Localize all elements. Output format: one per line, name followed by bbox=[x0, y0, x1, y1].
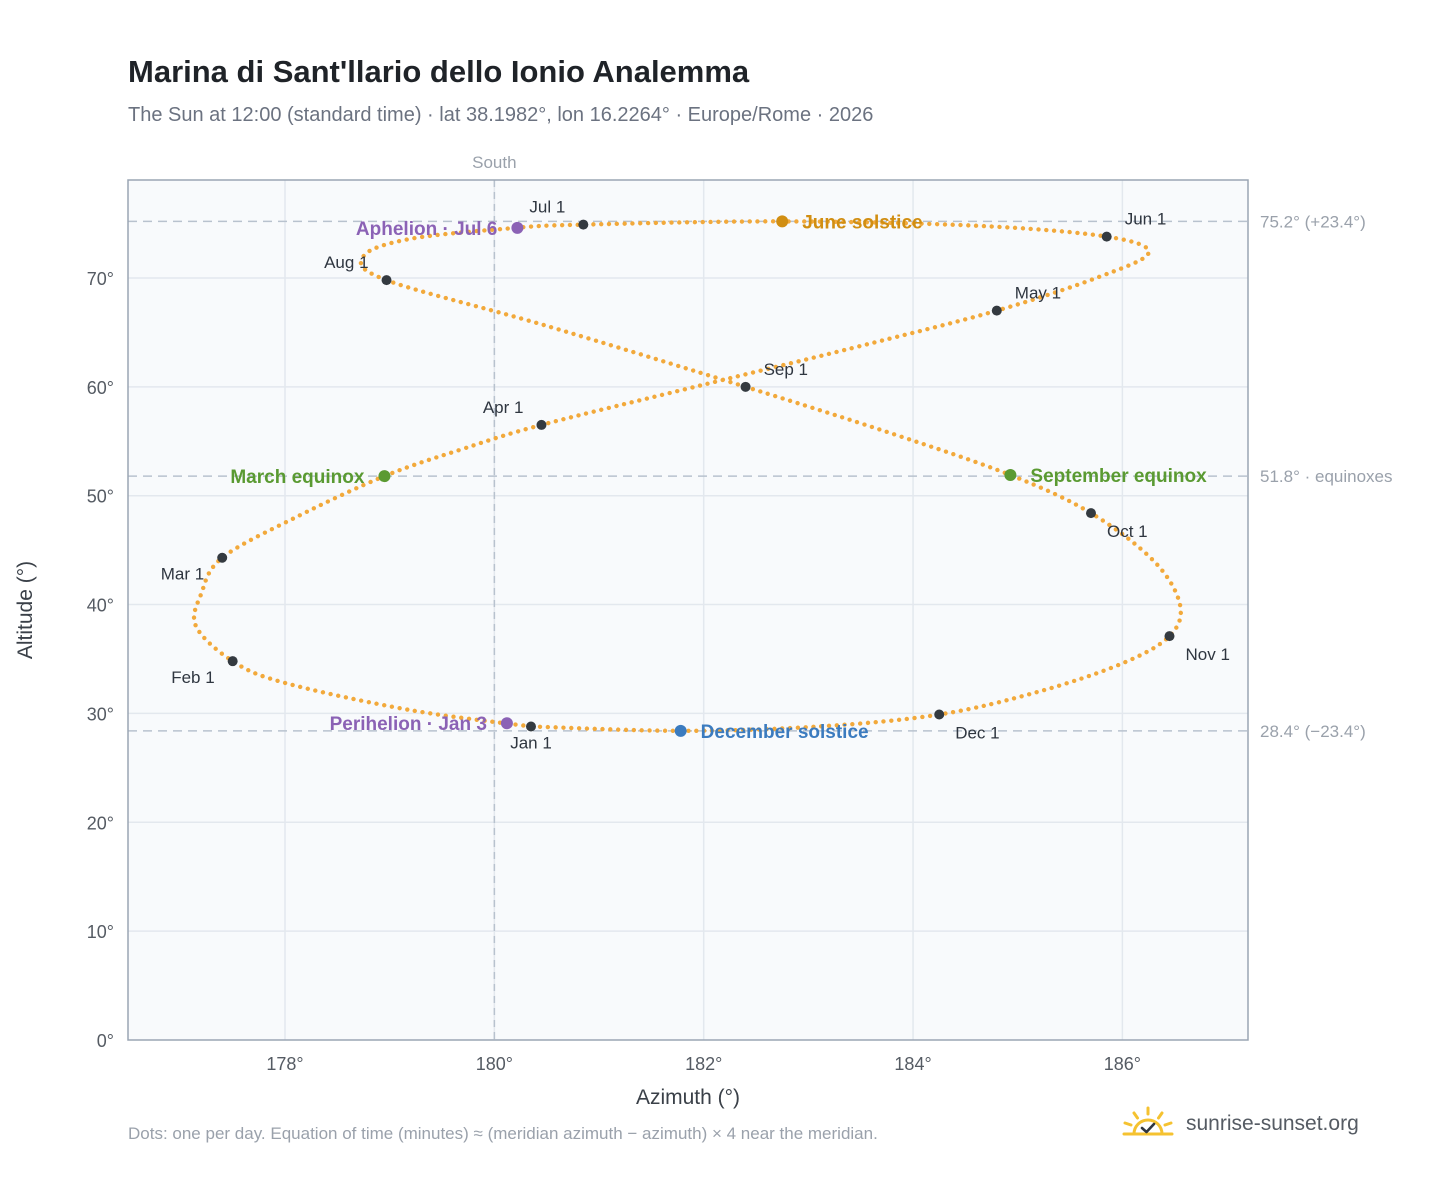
event-label: December solstice bbox=[701, 722, 869, 743]
y-tick-label: 20° bbox=[87, 813, 114, 833]
brand-name: sunrise-sunset.org bbox=[1186, 1112, 1359, 1135]
y-tick-label: 10° bbox=[87, 922, 114, 942]
month-marker bbox=[578, 219, 589, 230]
month-label: Nov 1 bbox=[1185, 645, 1229, 664]
event-marker bbox=[511, 221, 524, 234]
x-tick-label: 178° bbox=[266, 1054, 303, 1074]
month-label: Sep 1 bbox=[764, 360, 808, 379]
month-marker bbox=[934, 709, 945, 720]
y-tick-label: 0° bbox=[97, 1031, 114, 1051]
x-tick-label: 182° bbox=[685, 1054, 722, 1074]
meridian-label: South bbox=[472, 153, 516, 172]
event-label: June solstice bbox=[802, 212, 922, 233]
event-marker bbox=[674, 724, 687, 737]
month-marker bbox=[1164, 631, 1175, 642]
event-label: March equinox bbox=[230, 467, 365, 488]
month-marker bbox=[991, 305, 1002, 316]
x-tick-label: 186° bbox=[1104, 1054, 1141, 1074]
month-label: May 1 bbox=[1015, 284, 1061, 303]
chart-subtitle: The Sun at 12:00 (standard time) · lat 3… bbox=[128, 104, 874, 126]
event-marker bbox=[1004, 469, 1017, 482]
month-marker bbox=[525, 721, 536, 732]
month-marker bbox=[1085, 508, 1096, 519]
reference-line-label: 28.4° (−23.4°) bbox=[1260, 722, 1366, 741]
footnote: Dots: one per day. Equation of time (min… bbox=[128, 1124, 878, 1143]
event-label: Perihelion · Jan 3 bbox=[330, 714, 487, 735]
x-tick-label: 180° bbox=[476, 1054, 513, 1074]
reference-line-label: 51.8° · equinoxes bbox=[1260, 467, 1393, 486]
reference-line-label: 75.2° (+23.4°) bbox=[1260, 212, 1366, 231]
month-marker bbox=[381, 275, 392, 286]
plot-area bbox=[128, 180, 1248, 1040]
month-label: Aug 1 bbox=[324, 253, 368, 272]
event-label: September equinox bbox=[1030, 466, 1207, 487]
month-marker bbox=[227, 656, 238, 667]
month-label: Mar 1 bbox=[161, 565, 204, 584]
month-label: Dec 1 bbox=[955, 724, 999, 743]
month-label: Jul 1 bbox=[529, 198, 565, 217]
event-label: Aphelion · Jul 6 bbox=[356, 219, 497, 240]
month-label: Feb 1 bbox=[171, 668, 214, 687]
x-tick-label: 184° bbox=[894, 1054, 931, 1074]
analemma-path bbox=[191, 219, 1183, 734]
y-tick-label: 60° bbox=[87, 378, 114, 398]
month-label: Apr 1 bbox=[483, 398, 524, 417]
month-marker bbox=[740, 381, 751, 392]
y-tick-label: 70° bbox=[87, 269, 114, 289]
month-marker bbox=[1101, 231, 1112, 242]
event-marker bbox=[500, 717, 513, 730]
grid bbox=[128, 180, 1248, 1040]
month-label: Jan 1 bbox=[510, 733, 552, 752]
date-markers: Jan 1 Feb 1 Mar 1 Apr 1 May 1 Jun 1 Jul 1 Aug 1… bbox=[161, 198, 1230, 753]
event-marker bbox=[776, 215, 789, 228]
event-marker bbox=[378, 470, 391, 483]
plot-frame bbox=[127, 179, 1249, 1041]
month-marker bbox=[217, 552, 228, 563]
month-label: Jun 1 bbox=[1125, 210, 1167, 229]
y-tick-label: 50° bbox=[87, 487, 114, 507]
month-label: Oct 1 bbox=[1107, 522, 1148, 541]
chart-title: Marina di Sant'llario dello Ionio Analem… bbox=[128, 54, 750, 89]
x-axis-label: Azimuth (°) bbox=[636, 1086, 740, 1109]
y-tick-label: 30° bbox=[87, 704, 114, 724]
month-marker bbox=[536, 419, 547, 430]
y-axis-label: Altitude (°) bbox=[14, 561, 37, 659]
brand[interactable]: sunrise-sunset.org bbox=[1120, 1104, 1359, 1144]
axes: 178° 180° 182° 184° 186° 0° 10° 20° 30° 40° 50° 60°… bbox=[14, 269, 1141, 1109]
y-tick-label: 40° bbox=[87, 596, 114, 616]
sun-check-icon bbox=[1122, 1106, 1174, 1136]
analemma-daily-dots bbox=[191, 219, 1183, 734]
